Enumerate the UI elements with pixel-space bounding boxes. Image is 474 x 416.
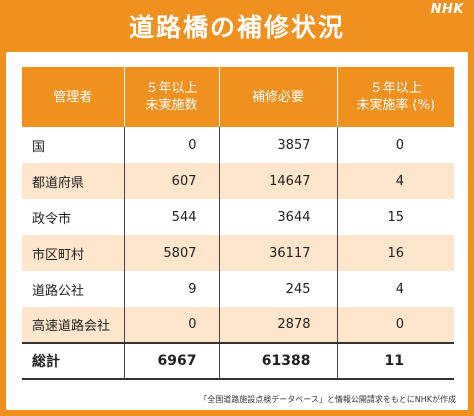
unrepaired-rate: 0 (337, 307, 454, 343)
table-row: 政令市 544 3644 15 (22, 199, 454, 235)
page-title: 道路橋の補修状況 (128, 13, 345, 42)
unrepaired-rate: 4 (337, 271, 454, 307)
total-unrepaired-rate: 11 (337, 342, 454, 380)
table-row: 高速道路会社 0 2878 0 (22, 307, 454, 343)
unrepaired-count: 544 (124, 199, 220, 235)
table-row: 国 0 3857 0 (22, 127, 454, 163)
unrepaired-rate: 15 (337, 199, 454, 235)
source-note: 「全国道路施設点検データベース」と情報公開請求をもとにNHKが作成 (199, 395, 456, 404)
total-label: 総計 (22, 342, 125, 380)
table-row: 市区町村 5807 36117 16 (22, 235, 454, 271)
content-panel: 管理者 ５年以上 未実施数 補修必要 ５年以上 未実施率 (%) 国 0 3857 0 都道… (6, 52, 468, 410)
total-row: 総計 6967 61388 11 (22, 342, 454, 380)
unrepaired-rate: 16 (337, 235, 454, 271)
column-header-manager: 管理者 (22, 67, 125, 127)
repair-needed: 2878 (219, 307, 338, 343)
column-header-unrepaired-count: ５年以上 未実施数 (124, 67, 220, 127)
table-header-row: 管理者 ５年以上 未実施数 補修必要 ５年以上 未実施率 (%) (22, 67, 454, 127)
column-header-repair-needed: 補修必要 (219, 67, 338, 127)
unrepaired-rate: 4 (337, 163, 454, 199)
total-unrepaired-count: 6967 (124, 342, 220, 380)
manager-name: 道路公社 (22, 271, 125, 307)
table-row: 都道府県 607 14647 4 (22, 163, 454, 199)
repair-needed: 3857 (219, 127, 338, 163)
repair-needed: 3644 (219, 199, 338, 235)
repair-needed: 245 (219, 271, 338, 307)
column-header-unrepaired-rate: ５年以上 未実施率 (%) (337, 67, 454, 127)
table-row: 道路公社 9 245 4 (22, 271, 454, 307)
repair-needed: 14647 (219, 163, 338, 199)
header-line: ５年以上 未実施率 (%) (356, 81, 436, 113)
header-line: ５年以上 未実施数 (145, 81, 198, 113)
title-bar: 道路橋の補修状況 NHK (0, 0, 474, 52)
manager-name: 高速道路会社 (22, 307, 125, 343)
unrepaired-rate: 0 (337, 127, 454, 163)
manager-name: 市区町村 (22, 235, 125, 271)
nhk-logo: NHK (430, 2, 464, 17)
unrepaired-count: 607 (124, 163, 220, 199)
unrepaired-count: 0 (124, 127, 220, 163)
manager-name: 都道府県 (22, 163, 125, 199)
manager-name: 国 (22, 127, 125, 163)
bridge-repair-table: 管理者 ５年以上 未実施数 補修必要 ５年以上 未実施率 (%) 国 0 3857 0 都道… (22, 67, 454, 380)
unrepaired-count: 0 (124, 307, 220, 343)
unrepaired-count: 9 (124, 271, 220, 307)
total-repair-needed: 61388 (219, 342, 338, 380)
unrepaired-count: 5807 (124, 235, 220, 271)
manager-name: 政令市 (22, 199, 125, 235)
repair-needed: 36117 (219, 235, 338, 271)
